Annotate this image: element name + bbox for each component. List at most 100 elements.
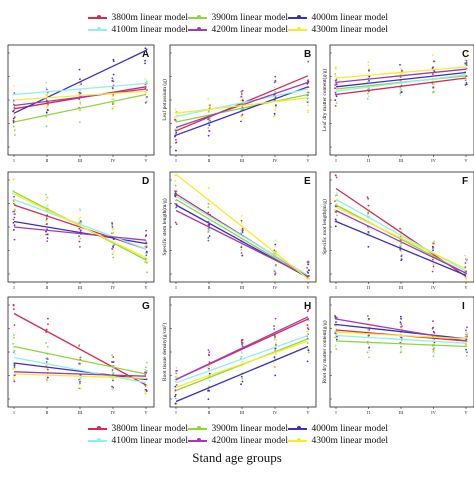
data-point <box>399 67 402 70</box>
x-tick-label: I <box>13 410 15 415</box>
data-point <box>334 344 337 347</box>
data-point <box>274 104 277 106</box>
x-tick-label: V <box>144 158 148 163</box>
data-point <box>46 204 49 206</box>
data-point <box>45 233 48 236</box>
data-point <box>78 217 81 220</box>
data-point <box>13 374 16 377</box>
data-point <box>111 107 114 110</box>
data-point <box>335 321 337 324</box>
regression-line <box>335 334 467 344</box>
data-point <box>335 211 337 213</box>
data-point <box>111 101 114 104</box>
data-point <box>208 220 211 223</box>
data-point <box>12 192 14 195</box>
data-point <box>240 119 243 122</box>
data-point <box>145 361 148 364</box>
data-point <box>464 78 467 81</box>
data-point <box>13 207 16 210</box>
data-point <box>432 73 434 76</box>
data-point <box>145 229 148 232</box>
data-point <box>335 95 338 98</box>
data-point <box>240 244 243 247</box>
x-tick-label: I <box>175 410 177 415</box>
data-point <box>240 219 243 222</box>
data-point <box>334 99 337 102</box>
data-point <box>399 88 402 91</box>
data-point <box>240 356 243 359</box>
regression-line <box>175 334 309 384</box>
x-tick-label: IV <box>273 285 278 290</box>
data-point <box>174 202 177 205</box>
data-point <box>464 82 467 85</box>
regression-line <box>175 340 309 388</box>
y-axis-label: Root tissue density(g/cm³) <box>161 323 168 381</box>
data-point <box>336 214 338 217</box>
x-tick-label: III <box>399 285 404 290</box>
data-point <box>367 231 370 233</box>
data-point <box>431 270 434 273</box>
data-point <box>366 213 369 216</box>
data-point <box>366 351 369 354</box>
data-point <box>367 61 370 64</box>
data-point <box>45 377 48 380</box>
data-point <box>207 211 210 214</box>
data-point <box>334 194 337 197</box>
data-point <box>208 372 211 375</box>
x-tick-label: V <box>144 285 148 290</box>
data-point <box>174 135 176 138</box>
data-point <box>464 57 466 59</box>
x-tick-label: V <box>306 285 310 290</box>
panel-frame <box>329 44 474 156</box>
data-point <box>79 216 82 219</box>
data-point <box>275 339 277 341</box>
data-point <box>400 336 403 339</box>
data-point <box>273 114 276 117</box>
data-point <box>274 344 277 346</box>
data-point <box>46 376 49 379</box>
data-point <box>240 95 243 98</box>
data-point <box>78 221 81 223</box>
regression-line <box>13 312 147 386</box>
data-point <box>307 263 309 266</box>
data-point <box>207 104 210 107</box>
data-point <box>14 367 16 370</box>
data-point <box>465 355 468 357</box>
data-point <box>79 101 82 104</box>
data-point <box>432 242 435 245</box>
legend-item: 4300m linear model <box>288 436 388 446</box>
data-point <box>432 320 434 323</box>
data-point <box>145 366 147 369</box>
data-point <box>13 178 15 181</box>
data-point <box>45 342 47 344</box>
data-point <box>240 215 243 217</box>
data-point <box>144 244 147 247</box>
data-point <box>175 138 177 141</box>
data-point <box>111 369 114 371</box>
data-point <box>12 113 15 116</box>
data-point <box>431 327 434 330</box>
data-point <box>174 184 177 187</box>
data-point <box>175 131 178 134</box>
data-point <box>400 69 403 72</box>
data-point <box>45 361 48 363</box>
data-point <box>334 75 337 77</box>
data-point <box>399 315 402 318</box>
data-point <box>12 218 15 221</box>
data-point <box>367 227 370 230</box>
data-point <box>307 351 310 354</box>
x-tick-label: II <box>46 410 49 415</box>
data-point <box>45 328 48 331</box>
data-point <box>274 273 276 276</box>
x-tick-label: III <box>78 410 83 415</box>
data-point <box>111 97 113 100</box>
data-point <box>367 197 370 200</box>
data-point <box>144 392 147 395</box>
data-point <box>46 240 49 243</box>
data-point <box>79 109 81 112</box>
data-point <box>208 367 210 370</box>
regression-line <box>335 340 467 348</box>
regression-line <box>13 93 147 123</box>
data-point <box>335 101 338 104</box>
